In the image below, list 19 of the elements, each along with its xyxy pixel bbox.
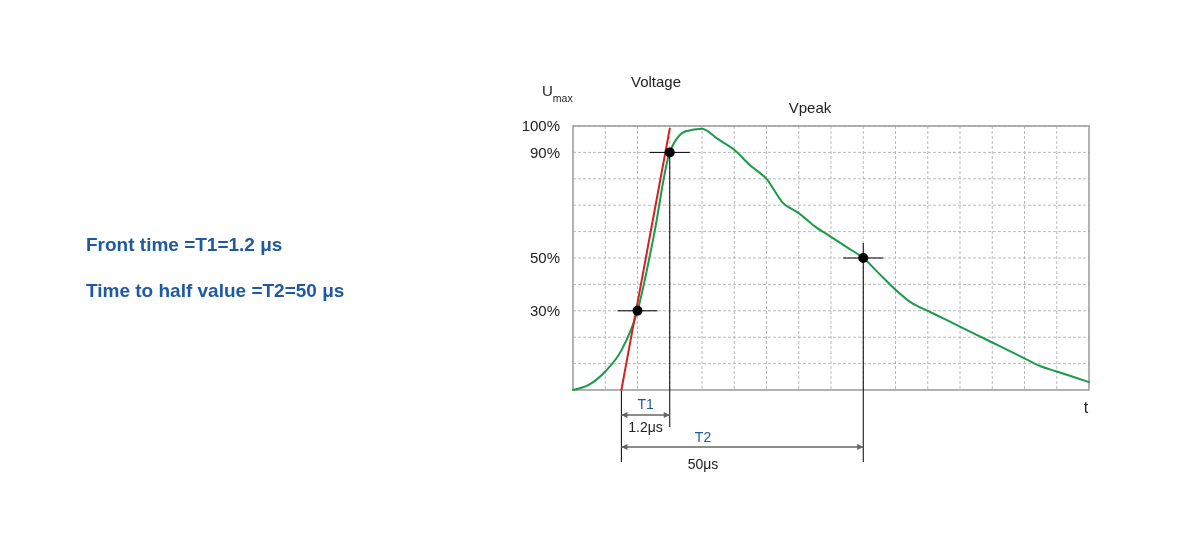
x-axis-title: t bbox=[1083, 399, 1089, 416]
point bbox=[664, 147, 675, 158]
y-tick-label: 90% bbox=[529, 143, 560, 161]
text: T1 bbox=[637, 396, 654, 412]
y-tick-label: 100% bbox=[521, 117, 560, 135]
line-series bbox=[620, 127, 671, 391]
point bbox=[858, 253, 869, 263]
point bbox=[632, 305, 643, 316]
text: Vpeak bbox=[788, 99, 832, 116]
y-tick-label: 50% bbox=[529, 249, 560, 267]
line-series bbox=[572, 127, 1090, 391]
text: 1.2μs bbox=[628, 419, 663, 435]
y-tick-label: 30% bbox=[529, 302, 560, 320]
chart-title: Voltage bbox=[630, 73, 682, 90]
text: Time to half value =T2=50 μs bbox=[86, 280, 345, 301]
text: Front time =T1=1.2 μs bbox=[86, 234, 283, 255]
y-axis-title: U$_{max}$ bbox=[542, 82, 574, 104]
text: 50μs bbox=[687, 456, 719, 472]
text: T2 bbox=[694, 429, 712, 445]
